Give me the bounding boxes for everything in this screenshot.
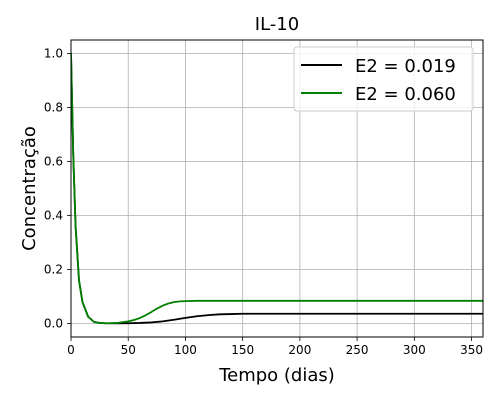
x-tick-label: 150 [231,343,254,357]
legend-label-e2-0060: E2 = 0.060 [355,84,456,105]
legend: E2 = 0.019 E2 = 0.060 [293,46,474,112]
x-axis-label: Tempo (dias) [218,365,335,386]
x-tick-label: 100 [174,343,197,357]
legend-box [293,46,474,112]
x-tick-label: 300 [403,343,426,357]
x-tick-label: 0 [67,343,75,357]
y-tick-label: 0.8 [44,101,63,115]
x-tick-label: 250 [346,343,369,357]
series-line-1 [71,52,483,325]
y-tick-label: 0.4 [44,209,63,223]
y-axis-label: Concentração [19,126,40,251]
x-tick-label: 350 [460,343,483,357]
y-tick-label: 0.2 [44,263,63,277]
series-layer [71,52,483,325]
y-tick-label: 0.0 [44,317,63,331]
tick-layer: 0 50 100 150 200 250 300 350 0.0 0.2 0.4 0.6 0.8 1.0 [44,47,483,358]
x-tick-label: 50 [121,343,136,357]
y-tick-label: 0.6 [44,155,63,169]
plot-frame [70,39,484,338]
legend-label-e2-0019: E2 = 0.019 [355,56,456,77]
y-tick-label: 1.0 [44,47,63,61]
x-tick-label: 200 [288,343,311,357]
chart-title: IL-10 [255,14,299,35]
